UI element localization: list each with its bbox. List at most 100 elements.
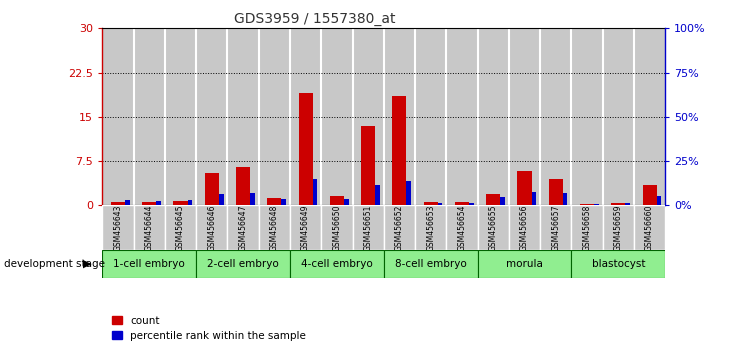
Bar [196, 28, 227, 205]
Bar [509, 28, 540, 205]
Bar [165, 28, 196, 205]
Text: GSM456645: GSM456645 [176, 204, 185, 251]
Bar [173, 201, 188, 205]
FancyBboxPatch shape [321, 205, 352, 250]
Bar [219, 194, 224, 205]
Bar [313, 179, 317, 205]
Bar [111, 202, 125, 205]
Bar [102, 28, 134, 205]
Text: GSM456650: GSM456650 [333, 204, 341, 251]
FancyBboxPatch shape [290, 205, 321, 250]
Text: GSM456654: GSM456654 [458, 204, 466, 251]
FancyBboxPatch shape [634, 205, 665, 250]
Text: GSM456643: GSM456643 [113, 204, 123, 251]
Bar [290, 28, 321, 205]
Bar [250, 193, 255, 205]
Bar [438, 202, 442, 205]
Text: 8-cell embryo: 8-cell embryo [395, 259, 466, 269]
Bar [205, 173, 219, 205]
Text: morula: morula [506, 259, 543, 269]
Bar [143, 202, 156, 205]
Bar [549, 179, 563, 205]
Text: ▶: ▶ [83, 259, 91, 269]
Bar [531, 192, 537, 205]
Bar [134, 28, 165, 205]
FancyBboxPatch shape [477, 205, 509, 250]
FancyBboxPatch shape [509, 205, 540, 250]
Bar [188, 200, 192, 205]
Text: 2-cell embryo: 2-cell embryo [207, 259, 279, 269]
Text: GDS3959 / 1557380_at: GDS3959 / 1557380_at [234, 12, 395, 27]
Text: 4-cell embryo: 4-cell embryo [301, 259, 373, 269]
FancyBboxPatch shape [572, 205, 602, 250]
FancyBboxPatch shape [290, 250, 384, 278]
Bar [634, 28, 665, 205]
Text: GSM456657: GSM456657 [551, 204, 560, 251]
FancyBboxPatch shape [477, 250, 572, 278]
Text: GSM456648: GSM456648 [270, 204, 279, 251]
Bar [406, 181, 411, 205]
Bar [424, 202, 438, 205]
Text: GSM456644: GSM456644 [145, 204, 154, 251]
Bar [572, 28, 602, 205]
Bar [298, 93, 313, 205]
Bar [259, 28, 290, 205]
Bar [540, 28, 572, 205]
Text: GSM456646: GSM456646 [208, 204, 216, 251]
FancyBboxPatch shape [196, 250, 290, 278]
Bar [344, 199, 349, 205]
Legend: count, percentile rank within the sample: count, percentile rank within the sample [107, 312, 311, 345]
Text: development stage: development stage [4, 259, 105, 269]
FancyBboxPatch shape [352, 205, 384, 250]
Bar [602, 28, 634, 205]
Bar [455, 202, 469, 205]
FancyBboxPatch shape [540, 205, 572, 250]
Bar [330, 196, 344, 205]
Bar [643, 185, 656, 205]
FancyBboxPatch shape [572, 250, 665, 278]
FancyBboxPatch shape [447, 205, 477, 250]
Text: blastocyst: blastocyst [591, 259, 645, 269]
Bar [227, 28, 259, 205]
Text: GSM456647: GSM456647 [238, 204, 248, 251]
FancyBboxPatch shape [165, 205, 196, 250]
Text: GSM456655: GSM456655 [489, 204, 498, 251]
Bar [518, 171, 531, 205]
Bar [563, 193, 567, 205]
Text: GSM456649: GSM456649 [301, 204, 310, 251]
Text: GSM456652: GSM456652 [395, 204, 404, 251]
Text: GSM456659: GSM456659 [614, 204, 623, 251]
FancyBboxPatch shape [384, 250, 477, 278]
FancyBboxPatch shape [602, 205, 634, 250]
Bar [268, 198, 281, 205]
Bar [352, 28, 384, 205]
FancyBboxPatch shape [415, 205, 447, 250]
Bar [580, 204, 594, 205]
Bar [625, 202, 630, 205]
Bar [393, 96, 406, 205]
Bar [361, 126, 375, 205]
Bar [384, 28, 415, 205]
Bar [321, 28, 352, 205]
FancyBboxPatch shape [227, 205, 259, 250]
Bar [500, 198, 505, 205]
Bar [156, 201, 161, 205]
Text: GSM456651: GSM456651 [363, 204, 373, 251]
Text: GSM456660: GSM456660 [645, 204, 654, 251]
Bar [486, 194, 500, 205]
Text: 1-cell embryo: 1-cell embryo [113, 259, 185, 269]
FancyBboxPatch shape [102, 205, 134, 250]
Bar [477, 28, 509, 205]
FancyBboxPatch shape [196, 205, 227, 250]
FancyBboxPatch shape [102, 250, 196, 278]
Bar [236, 167, 250, 205]
Text: GSM456656: GSM456656 [520, 204, 529, 251]
Bar [469, 202, 474, 205]
FancyBboxPatch shape [134, 205, 165, 250]
Bar [611, 203, 625, 205]
Bar [125, 200, 129, 205]
Bar [594, 204, 599, 205]
FancyBboxPatch shape [259, 205, 290, 250]
Bar [447, 28, 477, 205]
Bar [415, 28, 447, 205]
